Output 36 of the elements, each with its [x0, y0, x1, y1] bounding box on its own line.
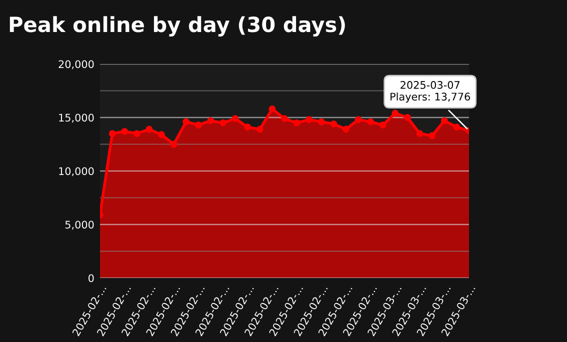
point [232, 115, 239, 122]
y-tick-label: 10,000 [59, 167, 94, 176]
point [306, 116, 313, 124]
point [440, 117, 448, 124]
point [379, 122, 386, 128]
y-tick-label: 5,000 [65, 220, 94, 230]
annotation: 2025-03-07 Players: 13,776 [390, 81, 470, 103]
point [342, 126, 350, 133]
y-tick-label: 0 [88, 274, 94, 282]
point [207, 117, 214, 124]
point [170, 140, 178, 148]
point [367, 118, 374, 126]
point [182, 118, 190, 126]
point [194, 122, 202, 128]
point [354, 116, 362, 124]
point [121, 128, 128, 135]
point [146, 126, 153, 133]
point [392, 110, 399, 117]
point [318, 118, 325, 126]
point [404, 114, 411, 121]
point [256, 126, 264, 133]
point [133, 130, 140, 138]
y-tick-label: 20,000 [58, 60, 94, 70]
point [428, 132, 436, 140]
chart-title: Peak online by day (30 days) [10, 16, 345, 36]
point [416, 130, 424, 138]
point [293, 119, 300, 126]
point [281, 115, 288, 122]
point [158, 131, 165, 138]
point [330, 120, 338, 128]
point [244, 124, 252, 131]
y-tick-label: 15,000 [59, 114, 94, 123]
point [220, 119, 226, 126]
point [268, 105, 276, 112]
point [453, 124, 460, 131]
point [108, 130, 116, 138]
